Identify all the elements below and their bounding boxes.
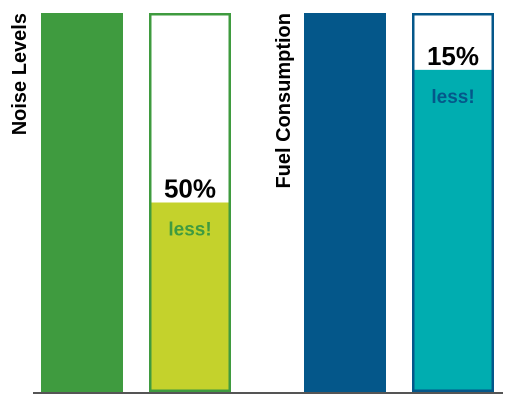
group-0-bar-0 (41, 13, 123, 392)
group-1-bar-1 (414, 69, 492, 390)
group-1-bar-1-value-label: 15% (427, 41, 479, 71)
group-0-axis-title: Noise Levels (9, 13, 31, 135)
labels-layer: Noise Levels 50% less! Fuel Consumption 15% l… (9, 13, 479, 241)
bars-layer (41, 13, 494, 392)
group-1-bar-0 (304, 13, 386, 392)
group-1-axis-title: Fuel Consumption (273, 13, 295, 189)
group-0-bar-1 (151, 202, 229, 390)
group-0-bar-1-note-label: less! (168, 220, 211, 241)
group-0-bar-1-value-label: 50% (164, 174, 216, 204)
group-1-bar-1-note-label: less! (431, 87, 474, 108)
